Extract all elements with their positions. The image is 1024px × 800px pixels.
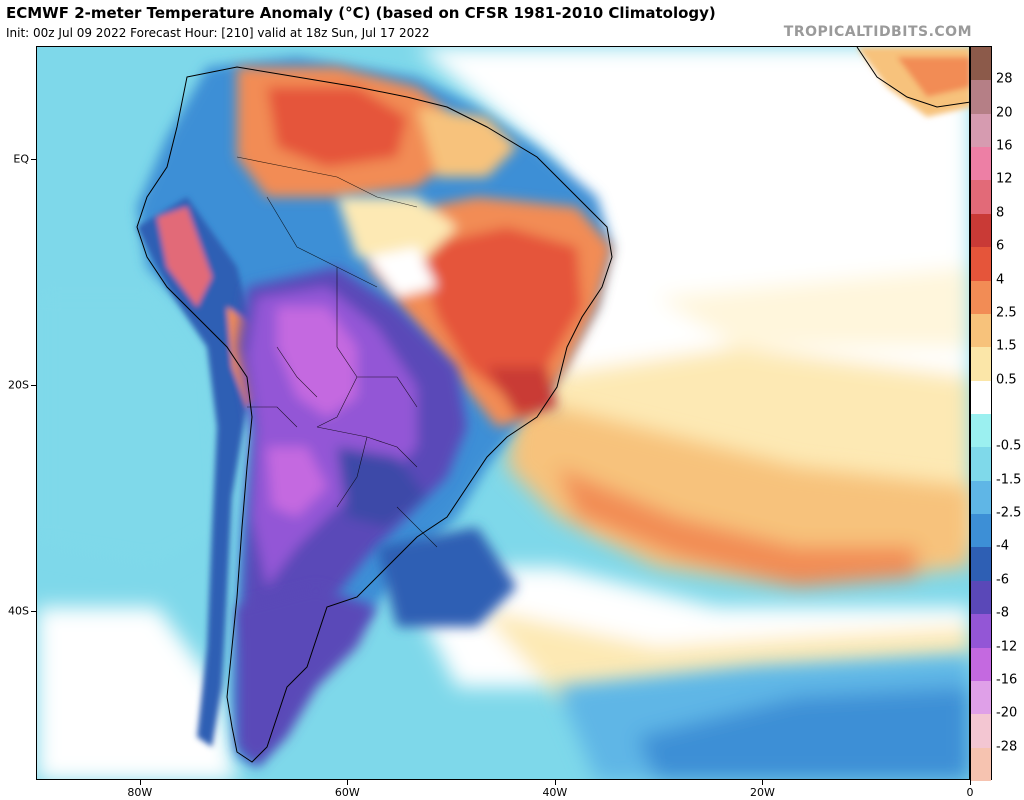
colorbar-swatch (971, 614, 991, 649)
transition-band (397, 567, 969, 697)
coastlines (136, 47, 969, 763)
latitude-tick (31, 610, 36, 612)
south-atlantic-warm-band (507, 397, 969, 587)
patagonia-field (237, 527, 517, 767)
colorbar-swatch (971, 447, 991, 482)
colorbar-label: 28 (996, 71, 1013, 87)
longitude-tick (762, 780, 764, 785)
northern-warm-field (237, 67, 517, 197)
longitude-label: 20W (750, 786, 775, 799)
central-cold-field (237, 267, 467, 687)
country-borders (236, 156, 438, 548)
colorbar-swatch (971, 80, 991, 115)
colorbar-swatch (971, 647, 991, 682)
colorbar-label: -16 (996, 672, 1018, 688)
brand-watermark: TROPICALTIDBITS.COM (783, 24, 972, 40)
map-title: ECMWF 2-meter Temperature Anomaly (°C) (… (6, 4, 716, 22)
longitude-tick (970, 780, 971, 785)
longitude-tick (139, 780, 141, 785)
colorbar-label: -8 (996, 605, 1009, 621)
colorbar-label: 0.5 (996, 372, 1017, 388)
africa-field (857, 47, 969, 117)
south-america-coastline (136, 66, 613, 763)
brazil-warm-field (337, 197, 612, 427)
colorbar-label: 20 (996, 105, 1013, 121)
colorbar-swatch (971, 580, 991, 615)
anomaly-map-canvas (37, 47, 969, 779)
colorbar-label: -2.5 (996, 505, 1022, 521)
colorbar-label: 16 (996, 138, 1013, 154)
southern-ocean-cold (37, 287, 969, 779)
colorbar-label: 8 (996, 205, 1005, 221)
colorbar-swatch (971, 547, 991, 582)
colorbar-swatch (971, 414, 991, 448)
colorbar-label: -4 (996, 538, 1009, 554)
colorbar-swatch (971, 247, 991, 282)
colorbar-swatch (971, 147, 991, 181)
longitude-tick (347, 780, 349, 785)
latitude-tick (31, 384, 36, 386)
colorbar-swatch (971, 180, 991, 215)
colorbar (970, 46, 992, 781)
latitude-label: 20S (8, 378, 29, 392)
colorbar-label: -12 (996, 639, 1018, 655)
colorbar-label: -1.5 (996, 472, 1022, 488)
colorbar-swatch (971, 113, 991, 148)
colorbar-swatch (971, 480, 991, 515)
borders (236, 156, 438, 548)
longitude-tick (554, 780, 556, 785)
latitude-label: 40S (8, 604, 29, 618)
colorbar-swatch (971, 747, 991, 781)
colorbar-swatch (971, 47, 991, 81)
colorbar-label: -20 (996, 705, 1018, 721)
colorbar-swatch (971, 213, 991, 248)
anomaly-map (36, 46, 970, 780)
colorbar-swatch (971, 380, 991, 415)
colorbar-swatch (971, 347, 991, 382)
longitude-label: 80W (127, 786, 153, 799)
colorbar-swatch (971, 714, 991, 749)
forecast-subtitle: Init: 00z Jul 09 2022 Forecast Hour: [21… (6, 26, 430, 40)
colorbar-swatch (971, 313, 991, 348)
colorbar-label: 12 (996, 171, 1013, 187)
colorbar-swatch (971, 514, 991, 548)
colorbar-swatch (971, 280, 991, 315)
colorbar-swatch (971, 680, 991, 715)
colorbar-label: 2.5 (996, 305, 1017, 321)
latitude-label: EQ (13, 152, 29, 166)
longitude-label: 0 (966, 786, 974, 799)
colorbar-label: 6 (996, 238, 1005, 254)
latitude-tick (31, 158, 36, 160)
colorbar-label: 4 (996, 272, 1005, 288)
longitude-label: 60W (334, 786, 360, 799)
longitude-label: 40W (542, 786, 568, 799)
colorbar-label: -6 (996, 572, 1009, 588)
africa-coastline (856, 47, 969, 108)
colorbar-label: -0.5 (996, 438, 1022, 454)
colorbar-label: -28 (996, 739, 1018, 755)
colorbar-label: 1.5 (996, 338, 1017, 354)
